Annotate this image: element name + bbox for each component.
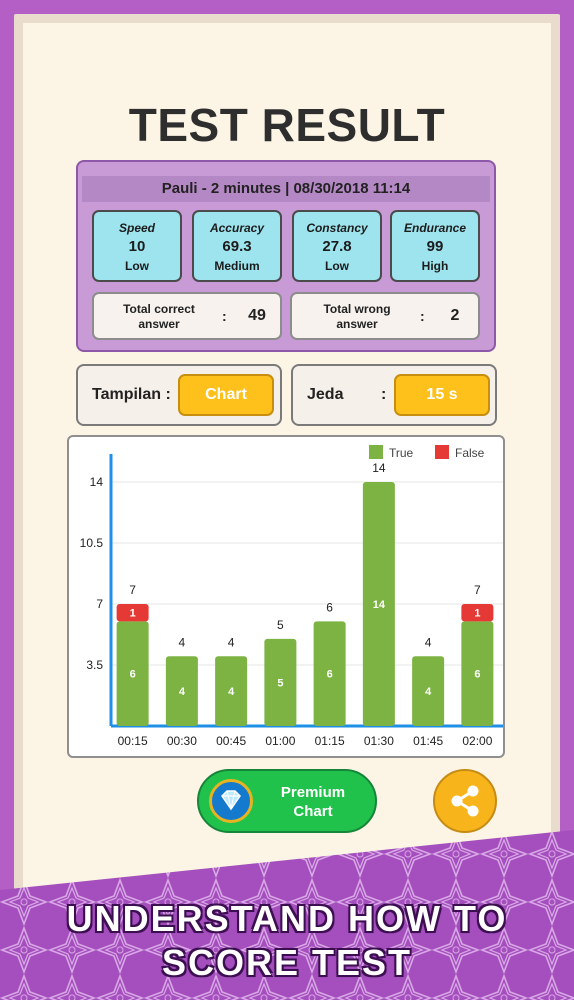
bar-value-label: 6 xyxy=(474,669,480,681)
x-tick-label: 00:45 xyxy=(216,734,246,748)
bar-segment xyxy=(116,621,149,726)
share-icon xyxy=(451,785,479,817)
total-correct-box: Total correct answer : 49 xyxy=(92,292,282,340)
total-correct-value: 49 xyxy=(248,307,266,324)
total-wrong-value: 2 xyxy=(450,307,460,324)
bar-value-label: 4 xyxy=(425,686,432,698)
stat-label: Speed xyxy=(118,221,155,235)
pause-control: Jeda : 15 s xyxy=(291,364,497,426)
legend-label: True xyxy=(389,446,414,460)
bar-segment xyxy=(264,638,297,726)
bar-segment xyxy=(362,482,395,726)
stat-level: Low xyxy=(125,259,149,273)
bar-value-label: 1 xyxy=(130,608,136,620)
premium-chart-label: Premium Chart xyxy=(280,784,346,820)
stat-constancy: Constancy 27.8 Low xyxy=(292,210,382,282)
colon: : xyxy=(420,308,425,324)
stat-label: Constancy xyxy=(306,221,368,235)
y-tick-label: 10.5 xyxy=(80,536,104,550)
test-header: Pauli - 2 minutes | 08/30/2018 11:14 xyxy=(82,176,490,202)
legend-swatch xyxy=(369,445,383,459)
bar-total-label: 7 xyxy=(129,583,136,597)
colon: : xyxy=(222,308,227,324)
stat-level: Medium xyxy=(214,259,260,273)
bar-segment xyxy=(313,621,346,726)
bar-total-label: 6 xyxy=(326,600,333,614)
legend-swatch xyxy=(435,445,449,459)
bar-value-label: 4 xyxy=(228,686,235,698)
display-control: Tampilan : Chart xyxy=(76,364,282,426)
stat-label: Accuracy xyxy=(209,221,265,235)
x-tick-label: 00:30 xyxy=(167,734,197,748)
display-mode-button[interactable]: Chart xyxy=(178,374,274,416)
stat-value: 69.3 xyxy=(222,238,252,255)
banner-line-1: UNDERSTAND HOW TO xyxy=(66,898,508,939)
bar-value-label: 5 xyxy=(277,677,283,689)
display-label: Tampilan : xyxy=(92,386,171,403)
share-button[interactable] xyxy=(433,769,497,833)
bar-value-label: 4 xyxy=(179,686,186,698)
x-tick-label: 01:45 xyxy=(413,734,443,748)
bar-segment xyxy=(116,604,149,622)
bar-segment xyxy=(461,604,494,622)
stat-value: 10 xyxy=(128,238,146,255)
stat-value: 99 xyxy=(426,238,444,255)
page-title: TEST RESULT xyxy=(128,99,446,151)
bar-total-label: 4 xyxy=(228,635,235,649)
pause-label: Jeda xyxy=(307,386,344,403)
colon: : xyxy=(381,386,387,403)
stat-accuracy: Accuracy 69.3 Medium xyxy=(192,210,282,282)
x-tick-label: 02:00 xyxy=(462,734,492,748)
stat-value: 27.8 xyxy=(322,238,352,255)
x-tick-label: 01:00 xyxy=(265,734,295,748)
bar-total-label: 5 xyxy=(277,618,284,632)
total-wrong-label: Total wrong answer xyxy=(323,302,391,331)
bar-total-label: 14 xyxy=(372,461,386,475)
result-chart: 3.5 7 10.5 14 True False 6 1 7 00:15 4 4 00:30 4 4 00:4… xyxy=(67,435,505,758)
pattern-background xyxy=(0,830,574,1000)
total-correct-label: Total correct answer xyxy=(123,302,195,331)
total-wrong-box: Total wrong answer : 2 xyxy=(290,292,480,340)
pause-interval-button[interactable]: 15 s xyxy=(394,374,490,416)
stat-level: Low xyxy=(325,259,349,273)
y-tick-label: 14 xyxy=(90,475,104,489)
bar-value-label: 6 xyxy=(327,669,333,681)
bar-segment xyxy=(165,656,198,726)
x-tick-label: 01:30 xyxy=(364,734,394,748)
x-tick-label: 01:15 xyxy=(315,734,345,748)
legend-label: False xyxy=(455,446,485,460)
bar-value-label: 1 xyxy=(474,608,480,620)
stat-speed: Speed 10 Low xyxy=(92,210,182,282)
bar-value-label: 6 xyxy=(130,669,136,681)
y-tick-label: 7 xyxy=(96,597,103,611)
diamond-icon xyxy=(209,779,253,823)
bar-segment xyxy=(412,656,445,726)
banner-line-2: SCORE TEST xyxy=(161,942,413,983)
promo-banner: UNDERSTAND HOW TO SCORE TEST xyxy=(0,830,574,1000)
premium-chart-button[interactable]: Premium Chart xyxy=(197,769,377,833)
y-tick-label: 3.5 xyxy=(86,658,103,672)
bar-segment xyxy=(461,621,494,726)
stat-level: High xyxy=(421,259,449,273)
bar-total-label: 7 xyxy=(474,583,481,597)
bar-value-label: 14 xyxy=(373,599,386,611)
stat-endurance: Endurance 99 High xyxy=(390,210,480,282)
bar-segment xyxy=(215,656,248,726)
x-tick-label: 00:15 xyxy=(118,734,148,748)
bar-total-label: 4 xyxy=(179,635,186,649)
stat-label: Endurance xyxy=(403,221,466,235)
bar-total-label: 4 xyxy=(425,635,432,649)
result-panel: Pauli - 2 minutes | 08/30/2018 11:14 Spe… xyxy=(76,160,496,352)
